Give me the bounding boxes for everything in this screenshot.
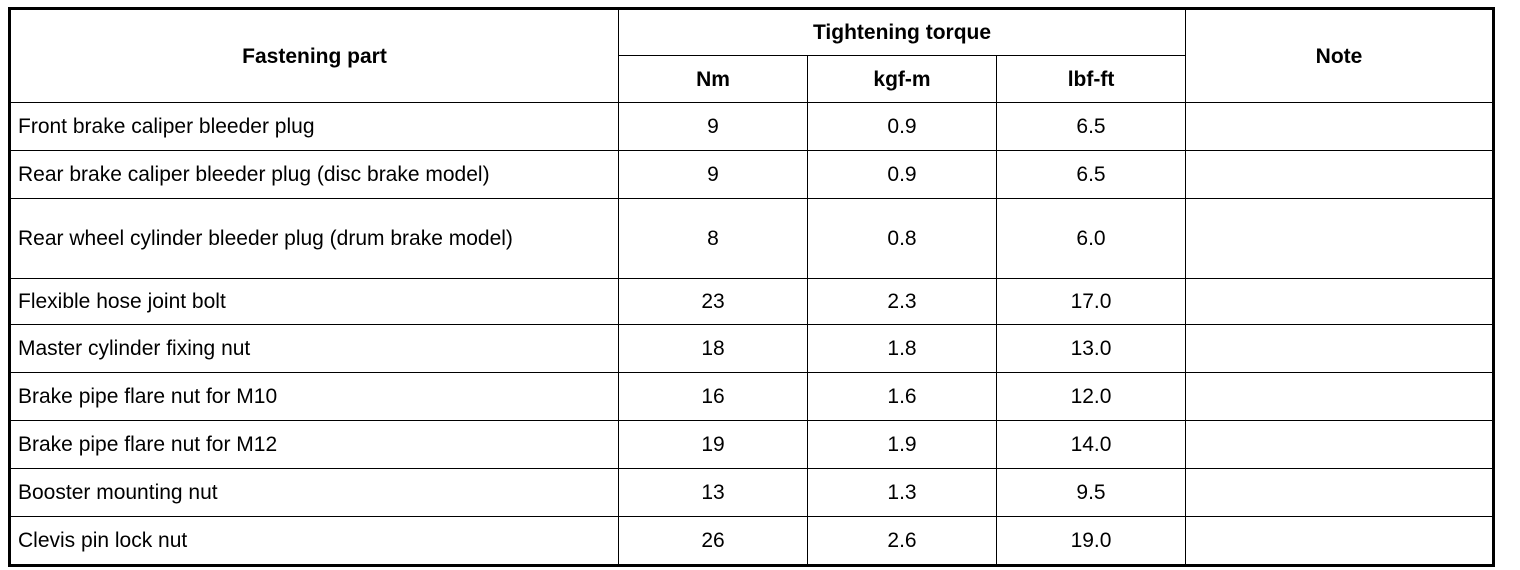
note-cell bbox=[1185, 278, 1495, 325]
table-row: Brake pipe flare nut for M10 16 1.6 12.0 bbox=[9, 372, 1495, 421]
table-body: Front brake caliper bleeder plug 9 0.9 6.5 R… bbox=[9, 102, 1495, 566]
value-cell: 9 bbox=[618, 150, 808, 199]
header-cell: Nm bbox=[618, 55, 808, 103]
part-cell: Brake pipe flare nut for M10 bbox=[9, 372, 619, 421]
note-cell bbox=[1185, 516, 1495, 566]
value-cell: 23 bbox=[618, 278, 808, 325]
header-cell: Fastening part bbox=[9, 8, 619, 103]
value-cell: 14.0 bbox=[995, 420, 1187, 469]
part-cell: Brake pipe flare nut for M12 bbox=[9, 420, 619, 469]
value-cell: 8 bbox=[618, 198, 808, 279]
value-cell: 6.5 bbox=[995, 150, 1187, 199]
torque-table: Fastening part Tightening torque Note Nm… bbox=[8, 7, 1496, 567]
value-cell: 19.0 bbox=[995, 516, 1187, 566]
note-cell bbox=[1185, 324, 1495, 373]
note-cell bbox=[1185, 372, 1495, 421]
part-cell: Rear brake caliper bleeder plug (disc br… bbox=[9, 150, 619, 199]
value-cell: 0.8 bbox=[807, 198, 997, 279]
value-cell: 1.9 bbox=[807, 420, 997, 469]
table-header: Fastening part Tightening torque Note Nm… bbox=[9, 8, 1495, 103]
value-cell: 18 bbox=[618, 324, 808, 373]
value-cell: 9.5 bbox=[995, 468, 1187, 517]
header-row: Fastening part Tightening torque Note bbox=[9, 8, 1495, 103]
value-cell: 6.5 bbox=[995, 102, 1187, 151]
value-cell: 13 bbox=[618, 468, 808, 517]
value-cell: 16 bbox=[618, 372, 808, 421]
value-cell: 6.0 bbox=[995, 198, 1187, 279]
note-cell bbox=[1185, 198, 1495, 279]
value-cell: 13.0 bbox=[995, 324, 1187, 373]
table-row: Front brake caliper bleeder plug 9 0.9 6.5 bbox=[9, 102, 1495, 151]
value-cell: 26 bbox=[618, 516, 808, 566]
part-cell: Flexible hose joint bolt bbox=[9, 278, 619, 325]
table-row: Flexible hose joint bolt 23 2.3 17.0 bbox=[9, 278, 1495, 325]
table-row: Rear brake caliper bleeder plug (disc br… bbox=[9, 150, 1495, 199]
table-row: Brake pipe flare nut for M12 19 1.9 14.0 bbox=[9, 420, 1495, 469]
value-cell: 17.0 bbox=[995, 278, 1187, 325]
value-cell: 0.9 bbox=[807, 150, 997, 199]
note-cell bbox=[1185, 468, 1495, 517]
part-cell: Booster mounting nut bbox=[9, 468, 619, 517]
table-row: Rear wheel cylinder bleeder plug (drum b… bbox=[9, 198, 1495, 279]
value-cell: 9 bbox=[618, 102, 808, 151]
note-cell bbox=[1185, 102, 1495, 151]
table-row: Booster mounting nut 13 1.3 9.5 bbox=[9, 468, 1495, 517]
header-cell: Note bbox=[1185, 8, 1495, 103]
value-cell: 1.3 bbox=[807, 468, 997, 517]
header-cell: Tightening torque bbox=[617, 8, 1187, 56]
part-cell: Master cylinder fixing nut bbox=[9, 324, 619, 373]
value-cell: 12.0 bbox=[995, 372, 1187, 421]
part-cell: Rear wheel cylinder bleeder plug (drum b… bbox=[9, 198, 619, 279]
header-row: Nm kgf-m lbf-ft bbox=[10, 55, 1494, 103]
note-cell bbox=[1185, 150, 1495, 199]
part-cell: Clevis pin lock nut bbox=[9, 516, 619, 566]
header-cell: lbf-ft bbox=[995, 55, 1187, 103]
value-cell: 0.9 bbox=[807, 102, 997, 151]
header-cell: kgf-m bbox=[807, 55, 997, 103]
value-cell: 19 bbox=[618, 420, 808, 469]
value-cell: 2.3 bbox=[807, 278, 997, 325]
value-cell: 2.6 bbox=[807, 516, 997, 566]
table-row: Master cylinder fixing nut 18 1.8 13.0 bbox=[9, 324, 1495, 373]
value-cell: 1.8 bbox=[807, 324, 997, 373]
value-cell: 1.6 bbox=[807, 372, 997, 421]
table-row: Clevis pin lock nut 26 2.6 19.0 bbox=[9, 516, 1495, 566]
part-cell: Front brake caliper bleeder plug bbox=[9, 102, 619, 151]
note-cell bbox=[1185, 420, 1495, 469]
